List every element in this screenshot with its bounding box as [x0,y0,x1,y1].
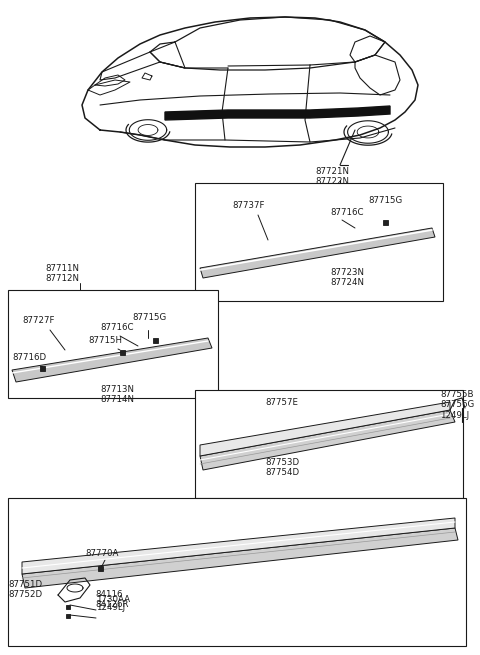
Text: 87716D: 87716D [12,353,46,362]
Text: 87713N
87714N: 87713N 87714N [100,385,134,404]
Bar [195,390,463,498]
Text: 87755B
87756G
1249LJ: 87755B 87756G 1249LJ [440,390,474,420]
Polygon shape [12,338,212,382]
Bar [39,365,45,371]
Text: 87753D
87754D: 87753D 87754D [265,458,299,477]
Text: 87715G: 87715G [132,313,166,322]
Polygon shape [165,106,390,120]
Bar [8,290,218,398]
Bar [195,183,443,301]
Text: 87716C: 87716C [330,208,363,217]
Bar [153,337,157,343]
Text: 87751D
87752D: 87751D 87752D [8,580,42,599]
Text: 87711N
87712N: 87711N 87712N [45,263,79,283]
Polygon shape [22,518,455,574]
Polygon shape [200,410,455,470]
Text: 87715G: 87715G [368,196,402,205]
Bar [66,614,70,618]
Polygon shape [200,228,435,278]
Polygon shape [200,402,450,456]
Text: 84116
84126R: 84116 84126R [95,590,129,609]
Text: 87723N
87724N: 87723N 87724N [330,268,364,288]
Text: 87716C: 87716C [100,323,133,332]
Bar [66,605,70,609]
Bar [97,565,103,571]
Text: 1249LJ: 1249LJ [96,603,125,612]
Bar [8,498,466,646]
Text: 87737F: 87737F [232,201,264,210]
Polygon shape [22,528,458,588]
Bar [120,350,124,354]
Bar [383,219,387,225]
Text: 87721N
87722N: 87721N 87722N [315,167,349,187]
Text: 87770A: 87770A [85,549,119,558]
Text: 1730AA: 1730AA [96,595,130,604]
Text: 87757E: 87757E [265,398,298,407]
Text: 87727F: 87727F [22,316,55,325]
Text: 87715H: 87715H [88,336,122,345]
